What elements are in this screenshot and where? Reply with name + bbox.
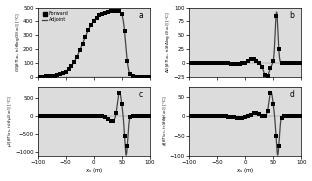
Text: d: d	[290, 90, 295, 99]
Legend: Forward, Adjoint: Forward, Adjoint	[40, 10, 70, 24]
X-axis label: $x_s$ (m): $x_s$ (m)	[85, 167, 103, 175]
X-axis label: $x_s$ (m): $x_s$ (m)	[236, 167, 254, 175]
Y-axis label: $\Delta G[\delta T(x_s,\,t_s)\delta\Delta\log G(x_s)]$ [°C]: $\Delta G[\delta T(x_s,\,t_s)\delta\Delt…	[164, 11, 172, 73]
Text: c: c	[139, 90, 143, 99]
Y-axis label: $G_0[\delta T(x_s,\,t_s)\delta\log G_0(x_s)]$ [°C]: $G_0[\delta T(x_s,\,t_s)\delta\log G_0(x…	[14, 12, 22, 72]
Text: a: a	[138, 11, 143, 20]
Y-axis label: $\phi[\delta T(x_s,\,t_s)\delta\delta\phi(x_s)]$ [°C]: $\phi[\delta T(x_s,\,t_s)\delta\delta\ph…	[161, 96, 168, 146]
Text: b: b	[290, 11, 295, 20]
Y-axis label: $\mu_0[\delta T(x_s,\,t_s)\delta\mu_0(x_s)]$ [°C]: $\mu_0[\delta T(x_s,\,t_s)\delta\mu_0(x_…	[6, 95, 13, 147]
